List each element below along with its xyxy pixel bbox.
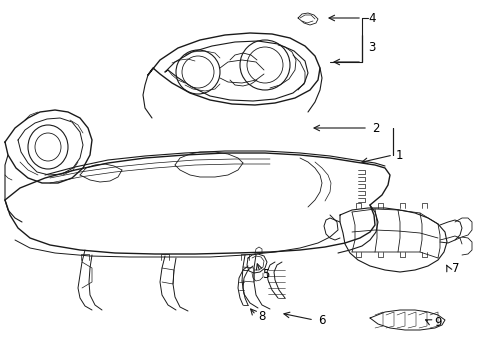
Text: 4: 4 [367,12,375,24]
Text: 2: 2 [371,122,379,135]
Text: 9: 9 [433,315,441,328]
Text: 1: 1 [395,149,403,162]
Text: 7: 7 [451,261,459,274]
Text: 5: 5 [262,267,269,280]
Text: 8: 8 [258,310,265,324]
Text: 6: 6 [317,314,325,327]
Text: 3: 3 [367,41,375,54]
